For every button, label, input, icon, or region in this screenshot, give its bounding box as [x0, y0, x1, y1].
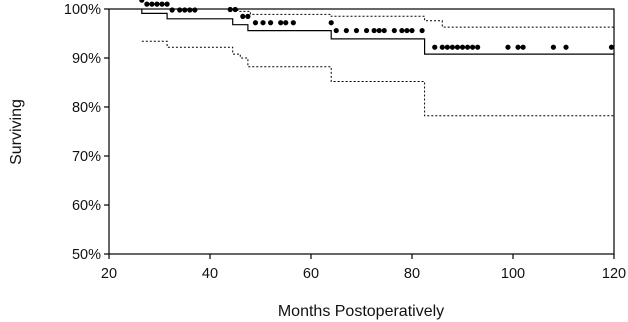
y-axis-title: Surviving — [8, 99, 25, 165]
censor-dot — [333, 27, 339, 34]
x-tick-label: 100 — [501, 266, 525, 282]
censor-dot — [550, 44, 557, 50]
plot-frame — [108, 8, 615, 255]
y-tick-label: 70% — [72, 149, 101, 165]
censor-dot — [227, 6, 233, 13]
axis-ticks — [104, 8, 615, 259]
censor-dot — [182, 7, 188, 13]
censor-dot — [245, 13, 251, 19]
censor-dot — [563, 44, 569, 50]
censor-dot — [363, 27, 370, 34]
censor-dot — [154, 1, 160, 7]
y-tick-label: 60% — [72, 198, 101, 214]
censor-dot — [232, 6, 238, 13]
x-tick-label: 40 — [202, 266, 218, 282]
tick-labels: 20 40 60 80 100 120 50% 60% 70% 80% 90% 100% — [64, 2, 626, 282]
censor-dot — [608, 44, 615, 50]
censor-dot — [343, 27, 349, 34]
series-layer — [141, 8, 614, 117]
censor-dot — [464, 44, 471, 50]
censor-dot — [328, 20, 334, 26]
censor-dot — [470, 44, 476, 50]
censor-dot — [192, 7, 198, 13]
censor-dot — [164, 1, 170, 7]
censor-dot — [381, 27, 387, 34]
censor-dot — [149, 1, 155, 7]
censor-dot — [169, 7, 175, 13]
upper-confidence-limit-line — [141, 8, 614, 28]
censor-dot — [240, 13, 246, 19]
censor-dot — [475, 44, 481, 50]
lower-confidence-limit-line — [141, 40, 614, 117]
censor-dot — [449, 44, 455, 50]
censor-dot — [505, 44, 511, 50]
censor-dot — [268, 20, 274, 26]
y-tick-label: 100% — [64, 2, 101, 18]
y-tick-label: 80% — [72, 100, 101, 116]
censor-dot — [144, 1, 150, 7]
censor-dot — [353, 27, 360, 34]
y-tick-label: 90% — [72, 51, 101, 67]
x-axis-title: Months Postoperatively — [278, 303, 444, 320]
censor-dot — [376, 27, 382, 34]
x-tick-label: 80 — [404, 266, 420, 282]
censor-dot — [290, 20, 296, 26]
censor-dot — [260, 20, 266, 26]
censor-dot — [391, 27, 397, 34]
censor-dot — [139, 0, 145, 3]
censor-dot — [187, 7, 193, 13]
y-tick-label: 50% — [72, 247, 101, 263]
censor-dot — [177, 7, 183, 13]
survival-estimate-line — [141, 9, 614, 55]
x-tick-label: 20 — [101, 266, 117, 282]
censor-dot — [409, 27, 415, 34]
censor-marks — [139, 0, 615, 50]
censor-dot — [454, 44, 461, 50]
x-tick-label: 120 — [602, 266, 626, 282]
censor-dot — [278, 20, 284, 26]
censor-dot — [159, 1, 165, 7]
censor-dot — [432, 44, 438, 50]
censor-dot — [419, 27, 425, 34]
censor-dot — [520, 44, 526, 50]
censor-dot — [252, 20, 259, 26]
censor-dot — [399, 27, 405, 34]
censor-dot — [515, 44, 521, 50]
censor-dot — [439, 44, 445, 50]
censor-dot — [404, 27, 410, 34]
x-tick-label: 60 — [303, 266, 319, 282]
censor-dot — [459, 44, 466, 50]
censor-dot — [283, 20, 289, 26]
censor-dot — [444, 44, 450, 50]
censor-dot — [371, 27, 377, 34]
